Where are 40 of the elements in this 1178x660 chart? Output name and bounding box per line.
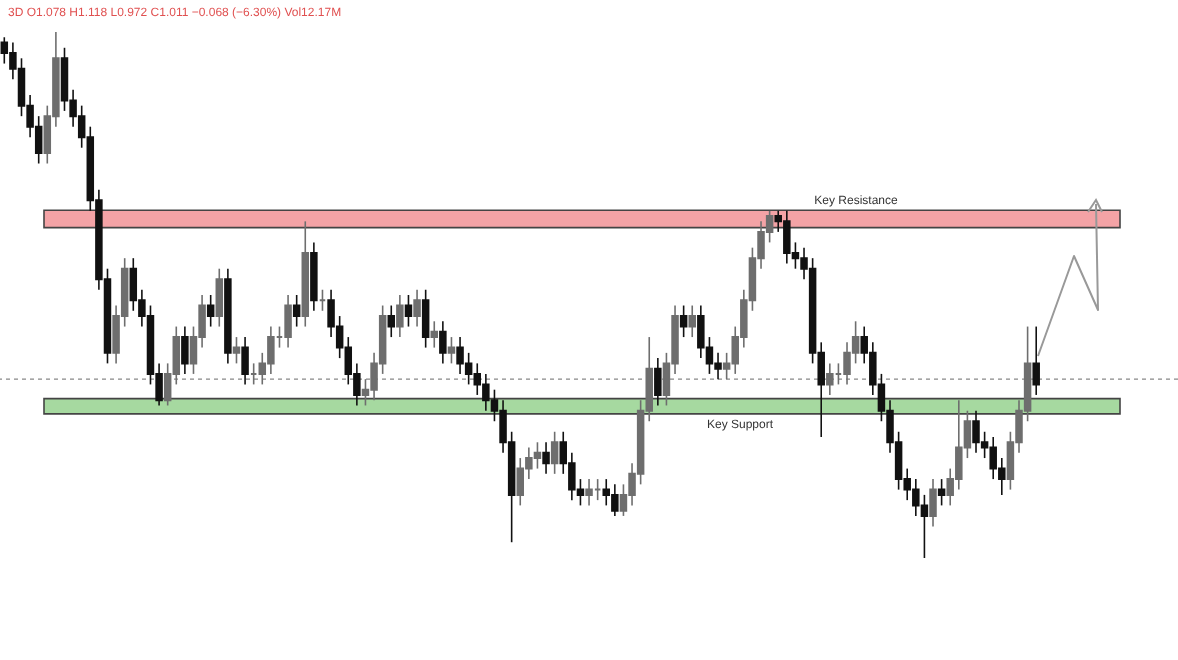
candlestick xyxy=(404,294,413,328)
candlestick xyxy=(533,441,542,470)
candlestick xyxy=(972,409,980,454)
candlestick xyxy=(447,336,456,365)
candlestick xyxy=(267,325,275,375)
candlestick xyxy=(482,373,490,412)
candlestick xyxy=(456,336,464,375)
candlestick xyxy=(1032,325,1040,396)
candlestick xyxy=(542,441,550,475)
candlestick xyxy=(679,304,688,338)
candlestick xyxy=(387,304,396,338)
candlestick xyxy=(473,362,482,396)
candlestick xyxy=(843,341,851,386)
candlestick xyxy=(215,267,224,328)
candlestick xyxy=(206,294,215,328)
candlestick xyxy=(688,304,696,338)
candlestick xyxy=(937,478,946,507)
candlestick xyxy=(697,304,705,359)
candlestick xyxy=(284,294,292,349)
candlestick xyxy=(464,352,473,386)
candlestick xyxy=(430,320,439,349)
candlestick xyxy=(439,320,447,365)
candlestick xyxy=(421,288,430,349)
candlestick xyxy=(292,294,301,328)
candlestick xyxy=(413,288,421,328)
candlestick xyxy=(232,336,241,365)
candlestick xyxy=(396,294,404,338)
candlestick xyxy=(241,336,249,386)
candlestick xyxy=(714,352,722,380)
candlestick xyxy=(585,478,593,507)
candlestick xyxy=(929,478,937,528)
candlestick xyxy=(654,357,662,407)
candlestick xyxy=(550,430,559,475)
candlestick xyxy=(181,325,189,375)
candlestick xyxy=(60,46,69,112)
candlestick xyxy=(310,241,318,312)
candlestick xyxy=(826,362,834,396)
candlestick xyxy=(920,494,929,559)
candlestick xyxy=(129,257,138,312)
candlestick xyxy=(0,36,9,65)
